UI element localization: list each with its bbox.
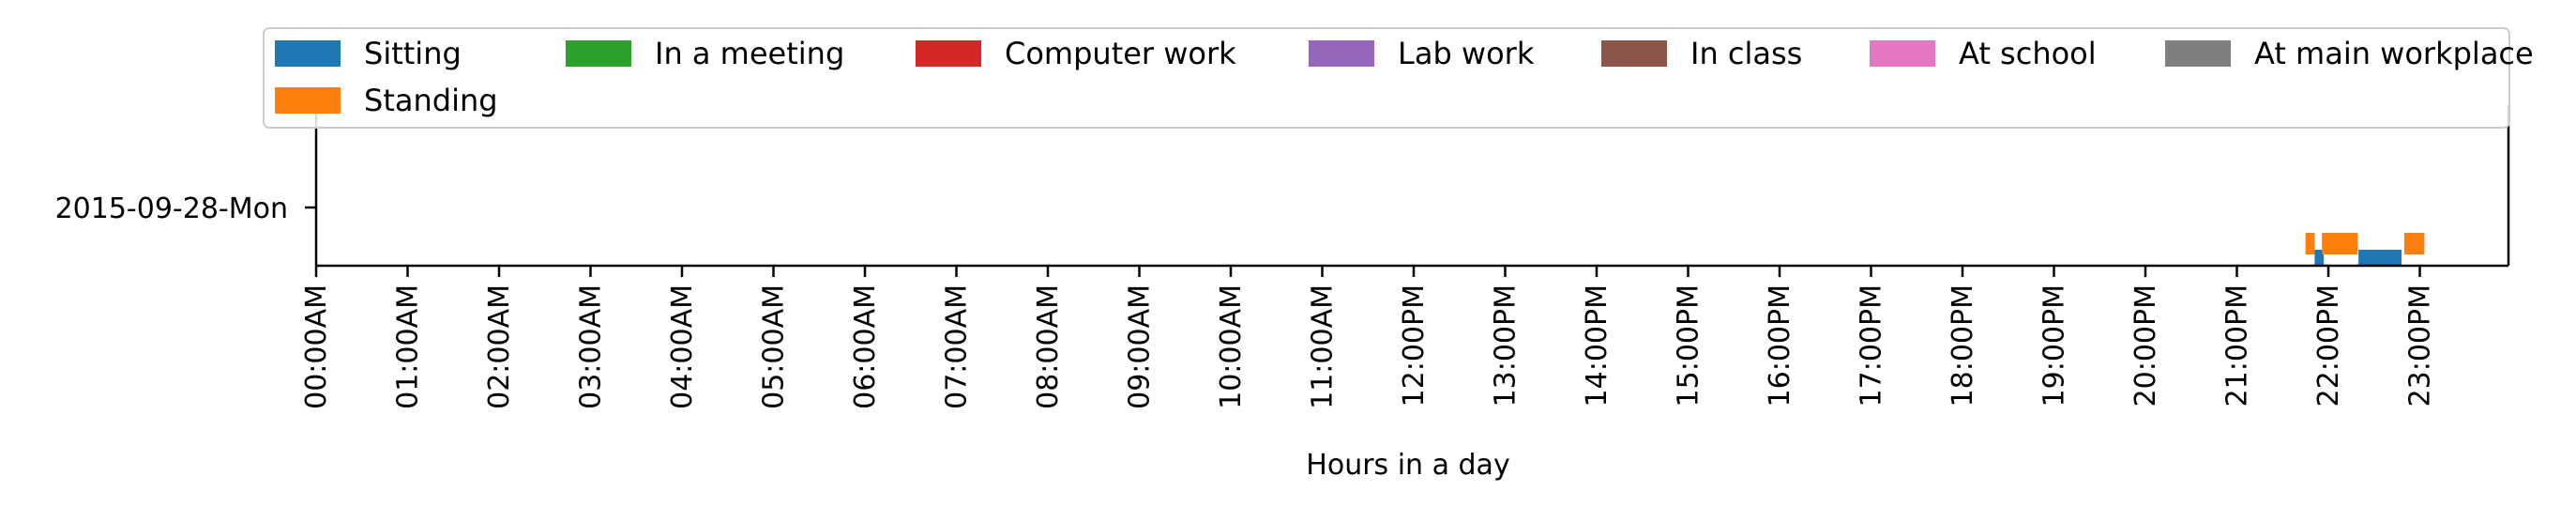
y-tick-label: 2015-09-28-Mon — [55, 192, 288, 225]
legend-label-standing: Standing — [364, 83, 498, 118]
x-tick-label: 18:00PM — [1947, 284, 1979, 407]
x-tick-label: 01:00AM — [392, 284, 425, 409]
y-axis-ticks: 2015-09-28-Mon — [55, 192, 316, 225]
activity-bar-sitting — [2358, 250, 2402, 266]
legend-label-at-main-workplace: At main workplace — [2254, 36, 2534, 71]
x-tick-label: 21:00PM — [2221, 284, 2254, 407]
legend-swatch-at-school — [1870, 40, 1935, 67]
legend-frame — [263, 27, 2510, 129]
legend-swatch-in-class — [1601, 40, 1667, 67]
legend-swatch-computer-work — [916, 40, 981, 67]
legend-swatch-at-main-workplace — [2165, 40, 2231, 67]
legend-label-sitting: Sitting — [364, 36, 462, 71]
activity-bar-standing — [2322, 233, 2358, 254]
x-tick-label: 14:00PM — [1581, 284, 1614, 407]
legend: Sitting Standing In a meeting Computer work… — [263, 27, 2534, 129]
activity-bars — [2305, 233, 2425, 266]
x-tick-label: 05:00AM — [758, 284, 791, 409]
legend-label-at-school: At school — [1959, 36, 2097, 71]
x-tick-label: 04:00AM — [666, 284, 699, 409]
x-axis-ticks: 00:00AM 01:00AM 02:00AM 03:00AM 04:00AM 05:00… — [300, 266, 2437, 409]
x-tick-label: 09:00AM — [1124, 284, 1157, 409]
x-tick-label: 19:00PM — [2038, 284, 2071, 407]
legend-label-computer-work: Computer work — [1005, 36, 1236, 71]
x-tick-label: 03:00AM — [575, 284, 608, 409]
activity-bar-standing — [2305, 233, 2315, 254]
x-tick-label: 11:00AM — [1307, 284, 1340, 409]
legend-swatch-in-a-meeting — [566, 40, 631, 67]
axes — [314, 105, 2510, 268]
x-tick-label: 02:00AM — [483, 284, 516, 409]
x-tick-label: 07:00AM — [941, 284, 974, 409]
legend-label-in-a-meeting: In a meeting — [655, 36, 844, 71]
x-tick-label: 15:00PM — [1673, 284, 1705, 407]
x-axis-label: Hours in a day — [1306, 449, 1509, 482]
x-tick-label: 23:00PM — [2404, 284, 2437, 407]
x-tick-label: 16:00PM — [1764, 284, 1796, 407]
activity-bar-standing — [2403, 233, 2425, 254]
x-tick-label: 06:00AM — [849, 284, 882, 409]
legend-swatch-standing — [275, 87, 341, 114]
legend-label-in-class: In class — [1690, 36, 1802, 71]
x-tick-label: 10:00AM — [1215, 284, 1248, 409]
x-tick-label: 08:00AM — [1032, 284, 1065, 409]
x-tick-label: 20:00PM — [2129, 284, 2162, 407]
legend-swatch-sitting — [275, 40, 341, 67]
x-tick-label: 17:00PM — [1856, 284, 1888, 407]
x-tick-label: 12:00PM — [1398, 284, 1431, 407]
x-tick-label: 00:00AM — [300, 284, 333, 409]
legend-swatch-lab-work — [1309, 40, 1374, 67]
x-tick-label: 22:00PM — [2312, 284, 2345, 407]
activity-bar-sitting — [2314, 250, 2325, 266]
legend-label-lab-work: Lab work — [1398, 36, 1535, 71]
x-tick-label: 13:00PM — [1490, 284, 1523, 407]
